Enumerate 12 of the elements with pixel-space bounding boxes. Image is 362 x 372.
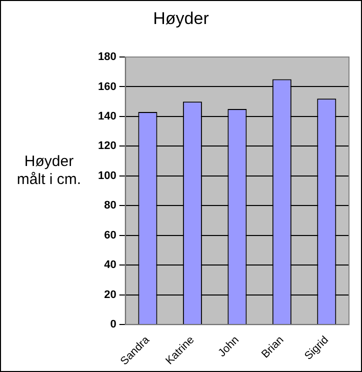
y-tick-label: 180 [98, 51, 116, 64]
chart-title: Høyder [152, 9, 210, 29]
y-tick-label: 120 [98, 140, 116, 152]
y-tick-label: 0 [110, 318, 116, 331]
y-tick-label: 140 [98, 110, 116, 122]
y-axis-title: Høyder målt i cm. [16, 153, 82, 188]
y-tick-label: 40 [104, 259, 116, 272]
y-tick-label: 80 [104, 200, 116, 212]
y-tick-label: 100 [98, 170, 116, 182]
y-tick-label: 20 [104, 288, 116, 301]
y-tick-label: 60 [104, 229, 116, 242]
y-tick-label: 160 [98, 80, 116, 93]
